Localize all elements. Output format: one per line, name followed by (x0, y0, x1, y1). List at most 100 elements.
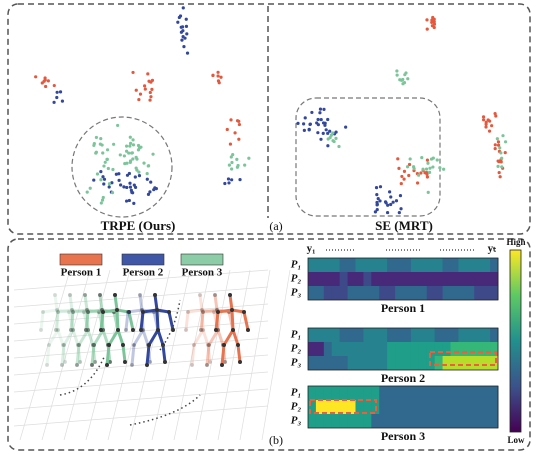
legend-swatch (60, 254, 102, 265)
cell (395, 356, 403, 370)
point (128, 199, 131, 202)
point (323, 124, 326, 127)
cell (324, 400, 332, 414)
point (139, 93, 142, 96)
cell (316, 400, 324, 414)
cell (363, 258, 371, 272)
cell (474, 386, 482, 400)
cell (308, 258, 316, 272)
point (310, 111, 313, 114)
joint (207, 343, 211, 347)
point (125, 199, 128, 202)
bone (203, 310, 217, 312)
point (146, 172, 149, 175)
colorbar (510, 250, 521, 432)
cell (371, 258, 379, 272)
point (308, 123, 311, 126)
cell (356, 356, 364, 370)
joint (242, 310, 246, 314)
scatter (34, 6, 507, 214)
bone (192, 345, 194, 365)
heatmaps: P₁P₂P₃Person 1P₁P₂P₃Person 2P₁P₂P₃Person… (291, 258, 499, 443)
joint (155, 308, 159, 312)
time-start: y₁ (307, 243, 316, 255)
joint (83, 293, 87, 297)
bone (92, 345, 94, 365)
joint (199, 328, 203, 332)
cell (411, 272, 419, 286)
bone (62, 345, 64, 365)
point (144, 87, 147, 90)
cell (419, 386, 427, 400)
cell (482, 328, 490, 342)
cell (356, 272, 364, 286)
bone (132, 345, 134, 365)
cell (363, 286, 371, 300)
cell (427, 272, 435, 286)
point (398, 78, 401, 81)
cell (474, 272, 482, 286)
cell (340, 356, 348, 370)
cell (387, 386, 395, 400)
trajectory (60, 355, 105, 395)
bone (71, 312, 73, 330)
point (425, 168, 428, 171)
point (425, 171, 428, 174)
cell (356, 414, 364, 428)
cell (308, 286, 316, 300)
point (231, 153, 234, 156)
point (92, 178, 95, 181)
bone (94, 330, 103, 345)
point (146, 178, 149, 181)
cell (443, 356, 451, 370)
cell (458, 356, 466, 370)
point (425, 18, 428, 21)
joint (54, 328, 58, 332)
cell (482, 272, 490, 286)
cell (379, 356, 387, 370)
cell (466, 272, 474, 286)
cell (379, 414, 387, 428)
cell (340, 328, 348, 342)
cell (419, 356, 427, 370)
joint (60, 363, 64, 367)
cell (403, 342, 411, 356)
bone (232, 310, 233, 330)
point (488, 120, 491, 123)
bone (207, 345, 209, 365)
point (432, 157, 435, 160)
point (216, 71, 219, 74)
cell (427, 414, 435, 428)
point (132, 202, 135, 205)
joint (90, 363, 94, 367)
cell (332, 414, 340, 428)
cell (490, 356, 498, 370)
joint (186, 310, 190, 314)
cell (308, 386, 316, 400)
panel-label: (a) (269, 219, 282, 233)
joint (236, 343, 240, 347)
cell (348, 400, 356, 414)
cell (443, 286, 451, 300)
bone (218, 330, 223, 345)
cell (356, 328, 364, 342)
joint (86, 310, 90, 314)
cell (379, 342, 387, 356)
cell (371, 342, 379, 356)
joint (246, 328, 250, 332)
point (115, 173, 118, 176)
point (89, 187, 92, 190)
joint (47, 343, 51, 347)
point (182, 45, 185, 48)
point (129, 185, 132, 188)
cell (474, 356, 482, 370)
joint (92, 343, 96, 347)
point (185, 32, 188, 35)
joint (41, 310, 45, 314)
cell (490, 258, 498, 272)
point (389, 203, 392, 206)
cell (324, 386, 332, 400)
point (111, 168, 114, 171)
joint (77, 343, 81, 347)
cell (435, 356, 443, 370)
